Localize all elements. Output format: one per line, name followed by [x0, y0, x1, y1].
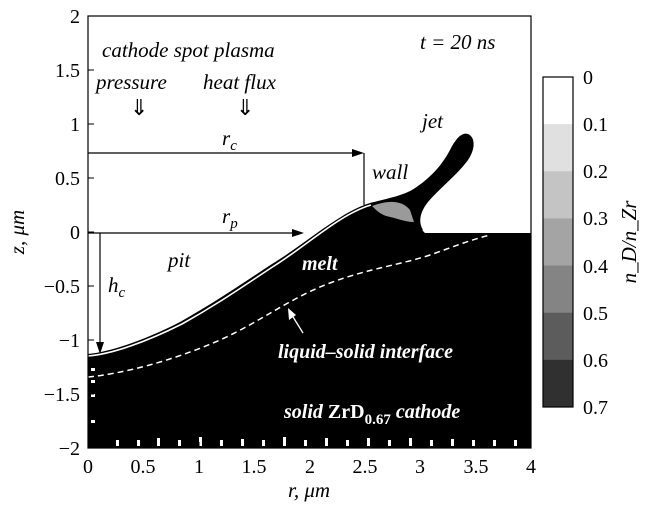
colorbar-swatch: [543, 218, 573, 267]
colorbar-tick-label: 0.3: [583, 208, 608, 230]
interface-label: liquid–solid interface: [278, 341, 453, 363]
x-tick-label: 4: [526, 456, 536, 478]
hc-label: hc: [108, 273, 126, 301]
y-tick-label: 0.5: [55, 168, 80, 190]
cathode-spot-label: cathode spot plasma: [102, 38, 275, 62]
wall-shading: [372, 201, 414, 222]
solid-cathode-label: solid ZrD0.67 cathode: [283, 401, 460, 428]
y-tick-label: −2: [59, 438, 80, 460]
colorbar-tick-label: 0.4: [583, 256, 608, 278]
y-tick-label: −1.5: [44, 384, 80, 406]
colorbar-tick-labels: 0 0.1 0.2 0.3 0.4 0.5 0.6 0.7: [583, 67, 608, 419]
x-tick-label: 2.5: [353, 456, 378, 478]
y-tick-label: 0: [70, 222, 80, 244]
melt-label: melt: [302, 253, 339, 275]
colorbar-swatch: [543, 124, 573, 172]
colorbar-tick-label: 0.2: [583, 161, 608, 183]
bottom-markers: [91, 368, 517, 446]
y-tick-label: −1: [59, 330, 80, 352]
y-tick-label: 1: [70, 114, 80, 136]
melt-surface-line: [88, 204, 372, 357]
x-tick-label: 2: [305, 456, 315, 478]
pressure-arrow-icon: ⇓: [130, 96, 148, 121]
x-axis-ticks: [87, 442, 532, 448]
liquid-solid-interface-line: [88, 234, 491, 378]
colorbar-swatch: [543, 171, 573, 219]
colorbar-tick-label: 0: [583, 67, 593, 89]
colorbar-tick-label: 0.1: [583, 114, 608, 136]
interface-pointer: [288, 308, 304, 334]
colorbar-swatch: [543, 265, 573, 314]
jet-label: jet: [419, 109, 444, 133]
y-tick-label: −0.5: [44, 276, 80, 298]
colorbar-label: n_D/n_Zr: [617, 200, 641, 284]
colorbar-swatch: [543, 359, 573, 408]
x-tick-label: 3: [415, 456, 425, 478]
y-tick-label: 2: [70, 6, 80, 28]
x-tick-label: 0.5: [131, 456, 156, 478]
x-tick-label: 0: [83, 456, 93, 478]
colorbar-tick-label: 0.6: [583, 350, 608, 372]
dimension-arrows: [88, 149, 365, 354]
colorbar-tick-label: 0.5: [583, 303, 608, 325]
y-axis-ticks: [88, 15, 94, 449]
pit-label: pit: [166, 248, 191, 272]
time-label: t = 20 ns: [420, 30, 495, 54]
colorbar-frame: [542, 76, 574, 408]
heat-flux-arrow-icon: ⇓: [236, 96, 254, 121]
y-tick-labels: 2 1.5 1 0.5 0 −0.5 −1 −1.5 −2: [44, 6, 80, 460]
colorbar-tick-label: 0.7: [583, 397, 608, 419]
x-axis-label: r, μm: [288, 478, 330, 502]
y-axis-label: z, μm: [5, 210, 29, 255]
x-tick-label: 3.5: [464, 456, 489, 478]
rp-label: rp: [222, 204, 238, 232]
pressure-label: pressure: [94, 70, 167, 94]
x-tick-label: 1: [194, 456, 204, 478]
wall-label: wall: [372, 160, 408, 184]
cathode-region: [88, 201, 531, 448]
colorbar-swatch: [543, 312, 573, 361]
jet-wall: [370, 133, 474, 233]
heat-flux-label: heat flux: [203, 70, 277, 94]
x-tick-labels: 0 0.5 1 1.5 2 2.5 3 3.5 4: [83, 456, 536, 478]
plot-area: [88, 133, 531, 448]
colorbar-swatch: [543, 77, 573, 125]
colorbar: [543, 77, 573, 408]
y-tick-label: 1.5: [55, 60, 80, 82]
rc-label: rc: [222, 126, 237, 154]
x-tick-label: 1.5: [242, 456, 267, 478]
